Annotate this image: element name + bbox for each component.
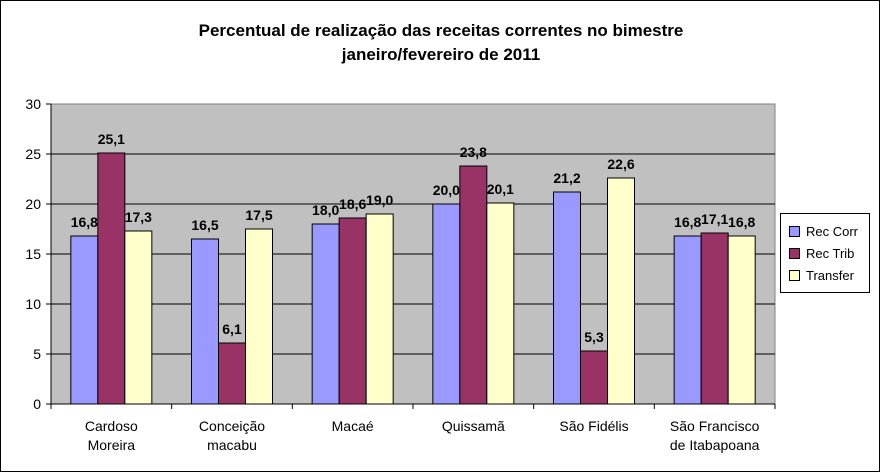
- data-label: 20,0: [433, 182, 460, 198]
- bar: [700, 232, 729, 405]
- legend-label: Rec Corr: [806, 223, 859, 239]
- bar: [553, 191, 581, 405]
- legend-label: Transfer: [806, 267, 854, 283]
- legend-item: Rec Trib: [789, 244, 854, 262]
- bar: [245, 228, 273, 405]
- data-label: 17,3: [125, 209, 152, 225]
- y-tick-label: 10: [25, 296, 41, 312]
- x-tick-label: Conceição: [199, 418, 265, 434]
- y-tick-label: 25: [25, 146, 41, 162]
- data-label: 23,8: [460, 144, 487, 160]
- data-label: 16,5: [191, 217, 218, 233]
- bar: [365, 213, 394, 405]
- legend-item: Rec Corr: [789, 222, 858, 240]
- x-tick-label: de Itabapoana: [670, 437, 760, 453]
- data-label: 19,0: [366, 192, 393, 208]
- x-tick-label: São Fidélis: [559, 418, 628, 434]
- bar: [486, 202, 515, 405]
- y-tick-label: 30: [25, 96, 41, 112]
- data-label: 6,1: [222, 321, 242, 337]
- data-label: 16,8: [728, 214, 755, 230]
- bar: [338, 217, 367, 405]
- data-label: 20,1: [487, 181, 514, 197]
- legend-item: Transfer: [789, 266, 854, 284]
- y-tick-label: 20: [25, 196, 41, 212]
- bar: [459, 165, 488, 405]
- bar: [218, 342, 246, 405]
- y-tick-label: 5: [33, 346, 41, 362]
- data-label: 18,6: [339, 196, 366, 212]
- x-tick-label: Moreira: [88, 437, 136, 453]
- data-label: 17,5: [245, 207, 272, 223]
- data-label: 18,0: [312, 202, 339, 218]
- x-tick-label: São Francisco: [670, 418, 760, 434]
- x-tick-label: Macaé: [332, 418, 374, 434]
- bar: [191, 238, 219, 405]
- legend-swatch: [789, 247, 800, 259]
- chart-title-line-2: janeiro/fevereiro de 2011: [341, 45, 541, 64]
- x-tick-label: Cardoso: [85, 418, 138, 434]
- bar: [607, 177, 635, 405]
- bar: [580, 350, 608, 405]
- data-label: 16,8: [674, 214, 701, 230]
- bar: [673, 235, 702, 405]
- y-tick-label: 0: [33, 396, 41, 412]
- bar: [124, 230, 153, 405]
- bar: [727, 235, 756, 405]
- chart-title-line-1: Percentual de realização das receitas co…: [198, 21, 684, 40]
- data-label: 5,3: [584, 329, 604, 345]
- legend-swatch: [789, 225, 800, 237]
- bar: [70, 235, 99, 405]
- bar: [97, 152, 126, 405]
- y-tick-label: 15: [25, 246, 41, 262]
- chart-title: Percentual de realização das receitas co…: [1, 19, 880, 67]
- legend: Rec Corr Rec Trib Transfer: [780, 213, 870, 293]
- data-label: 25,1: [98, 131, 125, 147]
- x-tick-label: Quissamã: [442, 418, 505, 434]
- legend-label: Rec Trib: [806, 245, 855, 261]
- x-tick-label: macabu: [207, 437, 257, 453]
- data-label: 17,1: [701, 211, 728, 227]
- data-label: 16,8: [71, 214, 98, 230]
- bar: [311, 223, 340, 405]
- data-label: 22,6: [607, 156, 634, 172]
- legend-swatch: [789, 269, 800, 281]
- bar: [432, 203, 461, 405]
- data-label: 21,2: [553, 170, 580, 186]
